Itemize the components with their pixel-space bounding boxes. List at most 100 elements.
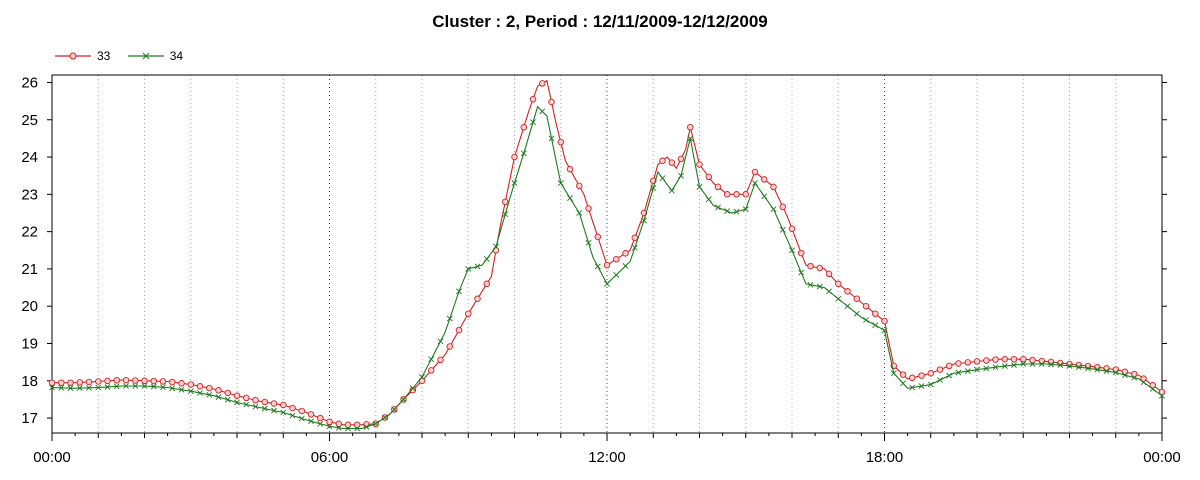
legend-label-33: 33 bbox=[97, 49, 111, 63]
data-point bbox=[178, 380, 185, 387]
data-point bbox=[797, 249, 805, 257]
data-point bbox=[141, 383, 148, 389]
y-tick-label: 25 bbox=[21, 112, 38, 129]
data-point bbox=[1001, 355, 1009, 363]
data-point bbox=[308, 418, 314, 425]
x-tick-label: 18:00 bbox=[866, 449, 904, 466]
data-point bbox=[613, 271, 620, 278]
data-point bbox=[280, 401, 287, 409]
grid bbox=[97, 75, 1117, 433]
data-point bbox=[335, 424, 342, 431]
data-point bbox=[742, 206, 749, 213]
data-point bbox=[511, 180, 518, 187]
data-point bbox=[187, 381, 195, 388]
data-point bbox=[289, 404, 296, 412]
data-point bbox=[58, 384, 65, 391]
data-point bbox=[474, 263, 481, 270]
legend-item-34: 34 bbox=[127, 49, 183, 63]
data-point bbox=[224, 396, 231, 403]
y-tick-label: 18 bbox=[21, 373, 38, 390]
data-point bbox=[826, 288, 832, 295]
data-point bbox=[862, 302, 870, 310]
data-point bbox=[974, 366, 980, 373]
data-point bbox=[150, 383, 157, 390]
data-point bbox=[807, 281, 814, 288]
axis-ticks bbox=[47, 81, 1167, 441]
data-point bbox=[252, 396, 259, 404]
data-point bbox=[678, 172, 684, 179]
data-point bbox=[363, 423, 370, 430]
data-point bbox=[1057, 359, 1064, 367]
data-point bbox=[576, 210, 583, 216]
data-point bbox=[650, 185, 657, 192]
data-point bbox=[872, 310, 879, 317]
y-tick-label: 17 bbox=[21, 410, 38, 427]
data-point bbox=[631, 234, 639, 242]
data-point bbox=[530, 119, 536, 126]
data-point bbox=[1131, 374, 1138, 381]
data-point bbox=[427, 367, 435, 374]
data-point bbox=[372, 420, 379, 427]
data-point bbox=[400, 396, 407, 403]
data-point bbox=[715, 204, 721, 211]
data-point bbox=[1075, 364, 1082, 371]
data-point bbox=[677, 155, 685, 163]
data-point bbox=[409, 385, 416, 392]
data-point bbox=[594, 263, 601, 270]
data-point bbox=[159, 378, 167, 385]
data-point bbox=[1112, 369, 1119, 376]
legend-item-33: 33 bbox=[55, 49, 110, 63]
data-point bbox=[67, 379, 74, 386]
data-point bbox=[742, 191, 750, 198]
y-tick-label: 22 bbox=[21, 224, 38, 241]
data-point bbox=[1011, 362, 1017, 369]
data-point bbox=[224, 389, 232, 397]
data-point bbox=[964, 368, 971, 375]
data-point bbox=[825, 270, 833, 278]
data-point bbox=[353, 421, 361, 429]
y-tick-label: 23 bbox=[21, 186, 38, 203]
y-axis: 17 18 19 20 21 22 23 24 25 26 bbox=[21, 74, 38, 427]
data-point bbox=[511, 153, 518, 161]
x-tick-label: 12:00 bbox=[588, 449, 626, 466]
data-point bbox=[798, 269, 805, 276]
data-point bbox=[150, 377, 158, 385]
data-point bbox=[566, 165, 574, 173]
data-point bbox=[233, 392, 241, 399]
data-point bbox=[409, 386, 417, 394]
data-point bbox=[945, 362, 953, 370]
data-point bbox=[86, 384, 92, 391]
data-point bbox=[483, 256, 490, 262]
data-point bbox=[936, 366, 944, 373]
y-tick-label: 19 bbox=[21, 336, 38, 353]
data-point bbox=[252, 403, 259, 410]
series-34 bbox=[49, 105, 1165, 432]
data-point bbox=[529, 95, 537, 103]
x-tick-label: 00:00 bbox=[1143, 449, 1181, 466]
data-point bbox=[900, 380, 906, 387]
data-point bbox=[687, 123, 694, 131]
x-tick-label: 06:00 bbox=[311, 449, 349, 466]
data-point bbox=[1122, 372, 1128, 379]
data-point bbox=[1066, 362, 1073, 369]
data-point bbox=[382, 414, 388, 421]
data-point bbox=[992, 364, 999, 371]
data-point bbox=[483, 280, 491, 288]
data-point bbox=[1038, 361, 1045, 367]
data-point bbox=[270, 400, 278, 407]
data-point bbox=[317, 420, 324, 427]
data-point bbox=[48, 379, 56, 386]
data-point bbox=[761, 193, 768, 200]
data-point bbox=[872, 322, 879, 329]
data-point bbox=[502, 198, 509, 206]
data-point bbox=[243, 401, 250, 408]
data-point bbox=[567, 195, 573, 202]
data-point bbox=[113, 383, 120, 390]
data-point bbox=[326, 423, 333, 430]
data-point bbox=[520, 150, 527, 157]
data-point bbox=[391, 406, 398, 413]
data-point bbox=[557, 180, 564, 187]
data-point bbox=[1029, 356, 1036, 364]
data-point bbox=[345, 425, 351, 432]
data-point bbox=[437, 338, 444, 345]
